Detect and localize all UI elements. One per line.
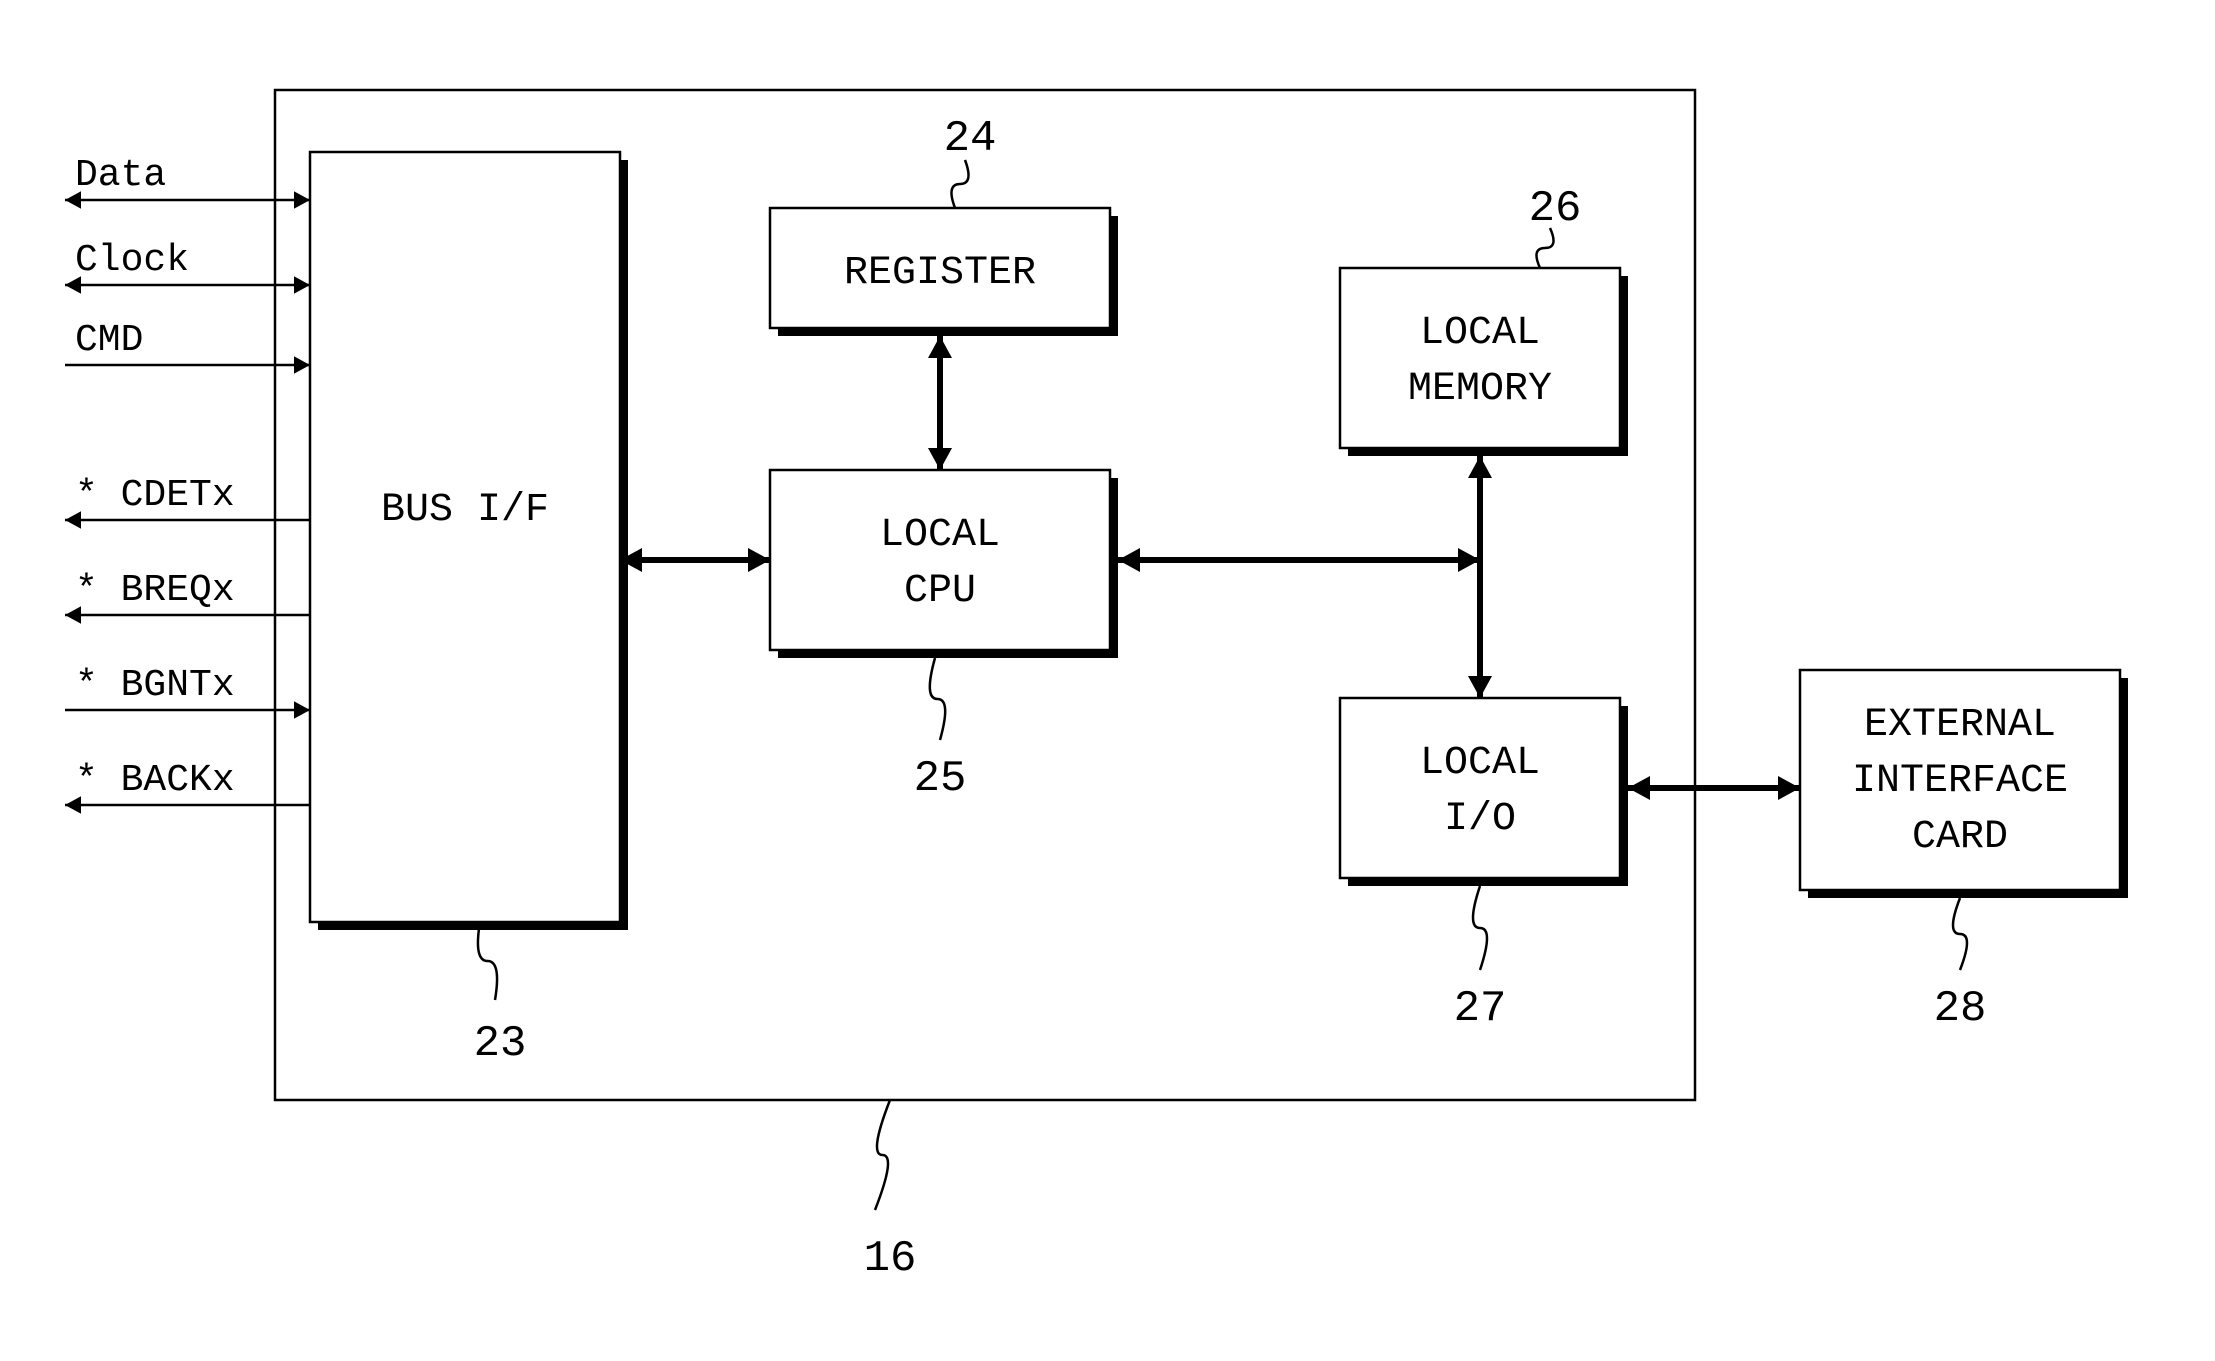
register-label: REGISTER <box>844 251 1036 296</box>
connector-local_memory-junction <box>1468 456 1492 560</box>
connector-junction-local_io <box>1468 560 1492 698</box>
local-memory-ref: 26 <box>1529 184 1582 234</box>
local-io-block: LOCAL I/O <box>1340 698 1628 886</box>
external-block: EXTERNAL INTERFACE CARD <box>1800 670 2128 898</box>
bus-if-block: BUS I/F <box>310 152 628 930</box>
local-cpu-label: CPU <box>904 569 976 614</box>
blocks-group: BUS I/F REGISTER LOCAL CPU LOCAL MEMORY LOCAL I… <box>310 152 2128 930</box>
signal-label: * BACKx <box>75 759 235 802</box>
signal-cmd: CMD <box>65 319 310 374</box>
bus-if-ref: 23 <box>474 1019 527 1069</box>
signal-label: * BGNTx <box>75 664 235 707</box>
signal-label: Data <box>75 154 166 197</box>
local-cpu-ref: 25 <box>914 754 967 804</box>
signal-label: CMD <box>75 319 143 362</box>
local-io-ref: 27 <box>1454 984 1507 1034</box>
reference-numbers: 16 23 24 25 26 27 28 <box>474 114 1987 1284</box>
signal-data: Data <box>65 154 310 209</box>
external-label: CARD <box>1912 815 2008 860</box>
signal-label: * BREQx <box>75 569 235 612</box>
external-label: INTERFACE <box>1852 759 2068 804</box>
register-ref: 24 <box>944 114 997 164</box>
block-diagram: Data Clock CMD * CDETx * BREQx * BGNTx * BACKx… <box>0 0 2215 1361</box>
bus-if-label: BUS I/F <box>381 488 549 533</box>
connector-register-local_cpu <box>928 336 952 470</box>
connector-local_cpu-memory_io_jn <box>1118 548 1480 572</box>
container-ref: 16 <box>864 1234 917 1284</box>
local-memory-block: LOCAL MEMORY <box>1340 268 1628 456</box>
signal-clock: Clock <box>65 239 310 294</box>
external-label: EXTERNAL <box>1864 703 2056 748</box>
connector-local_io-external <box>1628 776 1800 800</box>
local-cpu-block: LOCAL CPU <box>770 470 1118 658</box>
register-block: REGISTER <box>770 208 1118 336</box>
local-cpu-label: LOCAL <box>880 513 1000 558</box>
local-io-label: I/O <box>1444 797 1516 842</box>
signal-group: Data Clock CMD * CDETx * BREQx * BGNTx * BACKx <box>65 154 310 814</box>
signal--breqx: * BREQx <box>65 569 310 624</box>
connector-bus_if-local_cpu <box>620 548 770 572</box>
external-ref: 28 <box>1934 984 1987 1034</box>
local-memory-label: LOCAL <box>1420 311 1540 356</box>
signal--bgntx: * BGNTx <box>65 664 310 719</box>
local-memory-label: MEMORY <box>1408 367 1552 412</box>
signal--cdetx: * CDETx <box>65 474 310 529</box>
local-io-label: LOCAL <box>1420 741 1540 786</box>
signal-label: * CDETx <box>75 474 235 517</box>
signal-label: Clock <box>75 239 189 282</box>
signal--backx: * BACKx <box>65 759 310 814</box>
